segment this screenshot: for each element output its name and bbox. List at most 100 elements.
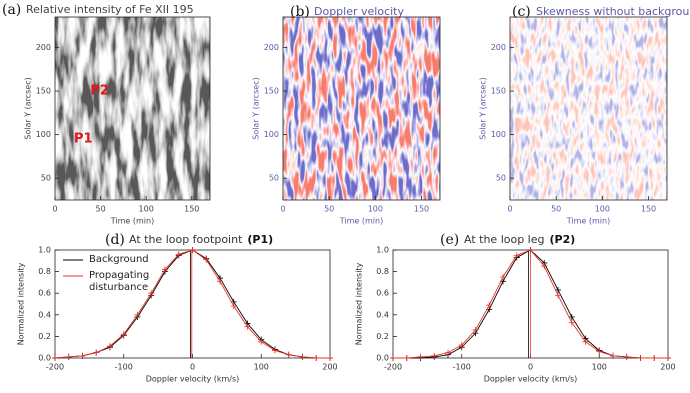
point-marker bbox=[189, 247, 196, 253]
point-marker bbox=[217, 278, 223, 285]
y-tick-label: 50 bbox=[41, 174, 51, 183]
x-axis-label: Time (min) bbox=[339, 217, 383, 226]
point-marker bbox=[623, 353, 630, 360]
y-tick-label: 0.6 bbox=[38, 289, 51, 298]
point-marker bbox=[500, 274, 506, 280]
y-tick-label: 0.2 bbox=[376, 332, 389, 341]
y-tick-label: 50 bbox=[269, 174, 279, 183]
x-axis-label: Time (min) bbox=[110, 217, 154, 226]
x-axis-label: Time (min) bbox=[566, 217, 610, 226]
point-marker bbox=[93, 349, 100, 356]
x-tick-label: 100 bbox=[592, 363, 607, 372]
point-marker bbox=[486, 302, 493, 309]
y-tick-label: 1.0 bbox=[376, 246, 389, 255]
x-tick-label: 150 bbox=[184, 205, 199, 214]
point-marker bbox=[568, 319, 575, 326]
x-axis-label: Doppler velocity (km/s) bbox=[484, 375, 578, 384]
point-marker bbox=[230, 303, 237, 310]
x-tick-label: -200 bbox=[384, 363, 402, 372]
point-marker bbox=[431, 352, 438, 359]
point-marker bbox=[527, 247, 534, 253]
plot-frame bbox=[282, 16, 441, 201]
y-axis-label: Solar Y (arcsec) bbox=[252, 77, 261, 140]
point-marker bbox=[79, 352, 86, 359]
annotation: P1 bbox=[74, 132, 93, 147]
point-marker bbox=[52, 355, 58, 361]
x-tick-label: 100 bbox=[254, 363, 269, 372]
point-marker bbox=[472, 326, 479, 333]
y-tick-label: 0.8 bbox=[38, 267, 51, 276]
y-tick-label: 150 bbox=[36, 87, 51, 96]
x-tick-label: 0 bbox=[507, 205, 512, 214]
x-tick-label: 0 bbox=[52, 205, 57, 214]
image-map bbox=[510, 17, 667, 200]
chart-title: Doppler velocity bbox=[314, 5, 404, 18]
plot-frame bbox=[54, 249, 331, 359]
point-marker bbox=[596, 348, 603, 355]
point-marker bbox=[107, 343, 113, 350]
x-tick-label: 0 bbox=[528, 363, 533, 372]
point-marker bbox=[162, 266, 168, 273]
point-marker bbox=[148, 290, 155, 297]
point-marker bbox=[390, 355, 396, 361]
y-tick-label: 100 bbox=[491, 130, 506, 139]
chart-title: Skewness without background bbox=[536, 5, 690, 18]
x-tick-label: 200 bbox=[660, 363, 675, 372]
panel-label: (b) bbox=[290, 4, 310, 20]
point-marker bbox=[458, 342, 465, 349]
point-marker bbox=[175, 251, 182, 258]
y-tick-label: 0.2 bbox=[38, 332, 51, 341]
x-tick-label: 100 bbox=[595, 205, 610, 214]
series-line bbox=[54, 249, 330, 359]
series-line bbox=[54, 249, 330, 359]
x-tick-label: 200 bbox=[322, 363, 337, 372]
x-axis-label: Doppler velocity (km/s) bbox=[146, 375, 240, 384]
y-tick-label: 200 bbox=[264, 43, 279, 52]
point-marker bbox=[244, 323, 251, 330]
point-marker bbox=[555, 286, 561, 293]
y-tick-label: 100 bbox=[36, 130, 51, 139]
point-marker bbox=[313, 355, 320, 361]
annotation: P2 bbox=[90, 84, 109, 99]
point-marker bbox=[651, 355, 658, 361]
point-marker bbox=[568, 313, 575, 320]
y-axis-label: Normalized intensity bbox=[355, 262, 364, 345]
legend-label: Background bbox=[89, 254, 149, 265]
chart-title: Relative intensity of Fe XII 195 bbox=[26, 3, 194, 16]
point-marker bbox=[582, 338, 589, 345]
y-axis-label: Normalized intensity bbox=[17, 262, 26, 345]
point-marker bbox=[445, 349, 451, 356]
point-marker bbox=[299, 353, 306, 360]
y-tick-label: 0.4 bbox=[376, 310, 389, 319]
y-tick-label: 200 bbox=[36, 43, 51, 52]
y-tick-label: 0.6 bbox=[376, 289, 389, 298]
image-map bbox=[283, 17, 440, 200]
y-tick-label: 0.4 bbox=[38, 310, 51, 319]
point-marker bbox=[637, 355, 644, 361]
image-map bbox=[55, 17, 210, 200]
point-marker bbox=[555, 292, 561, 299]
panel-label: (e) bbox=[440, 232, 459, 248]
y-tick-label: 0.0 bbox=[376, 354, 389, 363]
plot-frame bbox=[54, 16, 211, 201]
panel-label: (c) bbox=[512, 4, 531, 20]
y-axis-label: Solar Y (arcsec) bbox=[479, 77, 488, 140]
x-tick-label: 50 bbox=[324, 205, 334, 214]
x-tick-label: 150 bbox=[414, 205, 429, 214]
y-tick-label: 200 bbox=[491, 43, 506, 52]
x-tick-label: 100 bbox=[368, 205, 383, 214]
point-marker bbox=[403, 355, 410, 361]
y-tick-label: 1.0 bbox=[38, 246, 51, 255]
y-tick-label: 0.0 bbox=[38, 354, 51, 363]
point-marker bbox=[610, 352, 616, 359]
x-tick-label: -200 bbox=[46, 363, 64, 372]
point-marker bbox=[65, 353, 72, 360]
y-axis-label: Solar Y (arcsec) bbox=[24, 77, 33, 140]
x-tick-label: 100 bbox=[139, 205, 154, 214]
x-tick-label: -100 bbox=[453, 363, 471, 372]
panel-label: (a) bbox=[2, 2, 21, 18]
x-tick-label: 50 bbox=[95, 205, 105, 214]
point-marker bbox=[513, 252, 520, 259]
